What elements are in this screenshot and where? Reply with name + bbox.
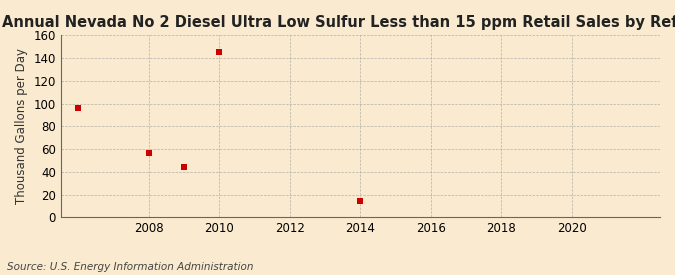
Title: Annual Nevada No 2 Diesel Ultra Low Sulfur Less than 15 ppm Retail Sales by Refi: Annual Nevada No 2 Diesel Ultra Low Sulf… <box>2 15 675 30</box>
Point <box>214 50 225 55</box>
Point <box>73 106 84 110</box>
Point <box>355 199 366 204</box>
Point <box>179 165 190 169</box>
Text: Source: U.S. Energy Information Administration: Source: U.S. Energy Information Administ… <box>7 262 253 272</box>
Y-axis label: Thousand Gallons per Day: Thousand Gallons per Day <box>15 48 28 204</box>
Point <box>144 150 155 155</box>
